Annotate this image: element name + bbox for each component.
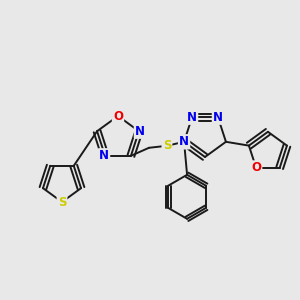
Text: S: S bbox=[163, 139, 171, 152]
Text: N: N bbox=[179, 135, 189, 148]
Text: N: N bbox=[187, 111, 197, 124]
Text: N: N bbox=[213, 111, 223, 124]
Text: S: S bbox=[58, 196, 66, 208]
Text: O: O bbox=[251, 161, 261, 175]
Text: N: N bbox=[135, 125, 145, 138]
Text: O: O bbox=[113, 110, 123, 122]
Text: N: N bbox=[99, 149, 109, 162]
